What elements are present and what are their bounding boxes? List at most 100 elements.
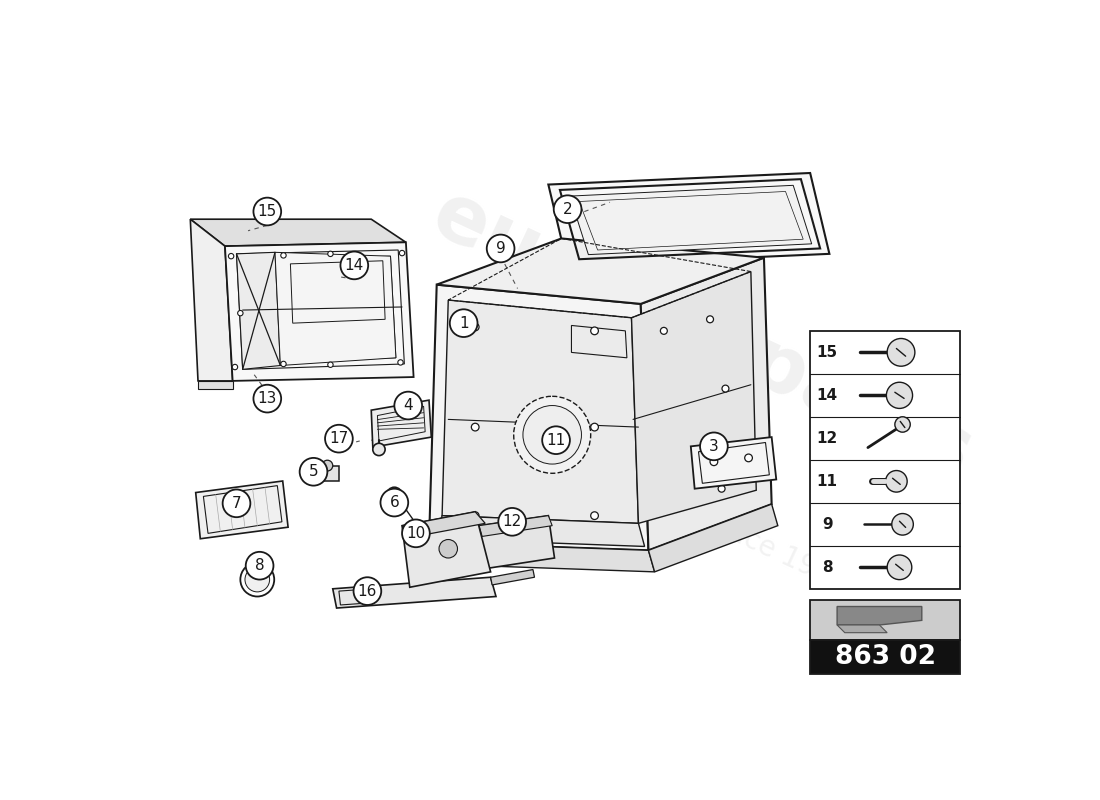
- Circle shape: [450, 310, 477, 337]
- Text: 9: 9: [496, 241, 506, 256]
- Circle shape: [722, 385, 729, 392]
- Polygon shape: [198, 381, 233, 389]
- Polygon shape: [236, 252, 280, 370]
- Circle shape: [245, 567, 270, 592]
- Text: 6: 6: [389, 495, 399, 510]
- Polygon shape: [491, 570, 535, 585]
- Text: 8: 8: [822, 560, 833, 575]
- Polygon shape: [649, 504, 778, 572]
- Circle shape: [253, 198, 282, 226]
- Circle shape: [522, 406, 582, 464]
- Circle shape: [706, 316, 714, 322]
- Circle shape: [718, 486, 725, 492]
- Circle shape: [229, 254, 234, 259]
- Text: 15: 15: [257, 204, 277, 219]
- Circle shape: [892, 514, 913, 535]
- Circle shape: [542, 426, 570, 454]
- Circle shape: [886, 470, 907, 492]
- Polygon shape: [403, 512, 485, 538]
- Polygon shape: [332, 578, 496, 608]
- Circle shape: [399, 250, 405, 256]
- Text: 1: 1: [459, 316, 469, 330]
- Text: 11: 11: [816, 474, 837, 489]
- Polygon shape: [570, 186, 812, 254]
- Circle shape: [222, 490, 251, 517]
- Circle shape: [486, 234, 515, 262]
- Circle shape: [471, 423, 480, 431]
- Polygon shape: [837, 606, 922, 625]
- Text: 5: 5: [309, 464, 318, 479]
- FancyBboxPatch shape: [810, 640, 960, 674]
- Text: 12: 12: [816, 431, 838, 446]
- Text: 17: 17: [329, 431, 349, 446]
- Circle shape: [238, 310, 243, 316]
- Circle shape: [328, 251, 333, 257]
- FancyBboxPatch shape: [810, 600, 960, 640]
- Circle shape: [514, 396, 591, 474]
- Circle shape: [403, 519, 430, 547]
- Polygon shape: [429, 285, 649, 550]
- Circle shape: [232, 364, 238, 370]
- Polygon shape: [442, 300, 638, 523]
- Polygon shape: [640, 258, 772, 550]
- Text: 14: 14: [344, 258, 364, 273]
- Circle shape: [509, 521, 518, 530]
- Circle shape: [387, 487, 403, 502]
- Circle shape: [322, 460, 332, 471]
- Text: 12: 12: [503, 514, 521, 530]
- Circle shape: [280, 362, 286, 366]
- Circle shape: [373, 443, 385, 455]
- Polygon shape: [837, 625, 887, 633]
- Circle shape: [471, 512, 480, 519]
- Text: 14: 14: [816, 388, 838, 403]
- Circle shape: [887, 555, 912, 580]
- Text: 863 02: 863 02: [835, 644, 936, 670]
- Circle shape: [660, 327, 668, 334]
- Polygon shape: [691, 437, 777, 489]
- Polygon shape: [548, 173, 829, 266]
- Polygon shape: [190, 219, 406, 246]
- Circle shape: [280, 253, 286, 258]
- Text: 3: 3: [710, 439, 718, 454]
- Circle shape: [729, 454, 737, 462]
- Circle shape: [299, 458, 328, 486]
- Circle shape: [381, 489, 408, 517]
- Text: 16: 16: [358, 584, 377, 598]
- Text: 9: 9: [822, 517, 833, 532]
- Polygon shape: [631, 271, 757, 523]
- Circle shape: [326, 425, 353, 453]
- Text: 8: 8: [255, 558, 264, 573]
- Circle shape: [245, 552, 274, 579]
- Polygon shape: [275, 252, 396, 366]
- Polygon shape: [429, 542, 654, 572]
- Circle shape: [745, 454, 752, 462]
- Circle shape: [394, 392, 422, 419]
- Circle shape: [895, 417, 911, 432]
- Circle shape: [341, 251, 368, 279]
- Text: 15: 15: [816, 345, 838, 360]
- Circle shape: [328, 362, 333, 367]
- Text: 10: 10: [406, 526, 426, 541]
- Circle shape: [498, 508, 526, 536]
- Circle shape: [887, 338, 915, 366]
- Polygon shape: [437, 238, 763, 304]
- Circle shape: [887, 382, 913, 409]
- Circle shape: [471, 323, 480, 331]
- Text: a passion for parts since 1985: a passion for parts since 1985: [460, 395, 852, 598]
- Polygon shape: [196, 481, 288, 538]
- Circle shape: [591, 512, 598, 519]
- Text: 13: 13: [257, 391, 277, 406]
- Text: 2: 2: [563, 202, 572, 217]
- Polygon shape: [436, 516, 645, 546]
- Polygon shape: [190, 219, 233, 381]
- Polygon shape: [316, 466, 339, 481]
- Circle shape: [591, 327, 598, 334]
- Circle shape: [439, 539, 458, 558]
- Polygon shape: [372, 400, 431, 447]
- Circle shape: [241, 562, 274, 597]
- Circle shape: [253, 385, 282, 413]
- Circle shape: [553, 195, 582, 223]
- Polygon shape: [480, 516, 554, 569]
- Text: 7: 7: [232, 496, 241, 511]
- Circle shape: [700, 433, 728, 460]
